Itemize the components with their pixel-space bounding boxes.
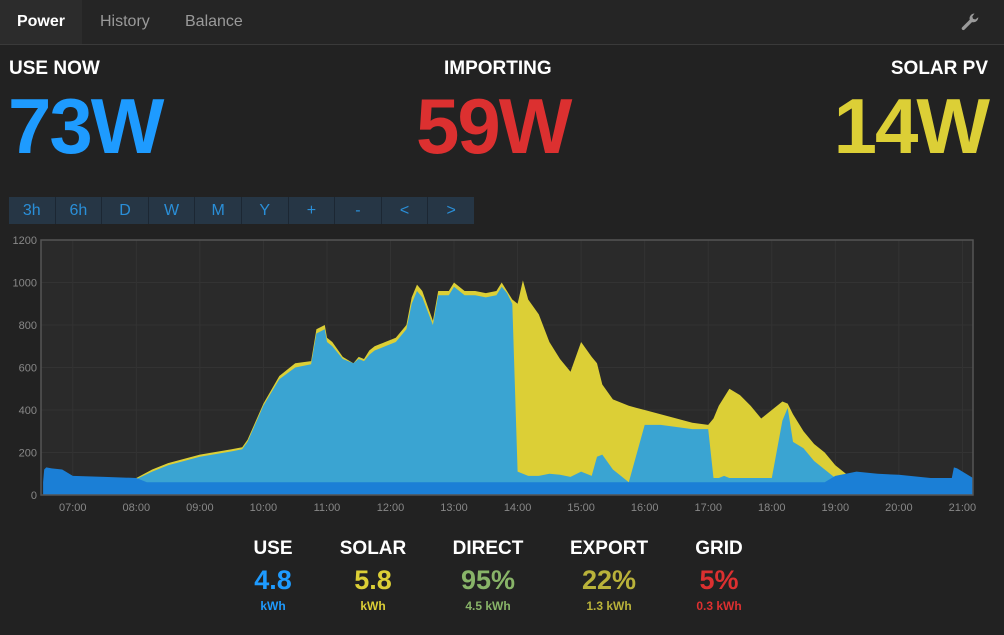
y-tick-label: 1000 bbox=[13, 278, 37, 290]
summary-direct-value: 95% bbox=[460, 565, 516, 595]
importing-value: 59W bbox=[416, 82, 572, 170]
range-week-button[interactable]: W bbox=[149, 197, 196, 224]
range-day-button[interactable]: D bbox=[102, 197, 149, 224]
y-tick-label: 600 bbox=[19, 363, 37, 375]
plot-frame bbox=[40, 239, 974, 496]
summary-grid-label: GRID bbox=[695, 538, 743, 559]
x-tick-label: 19:00 bbox=[822, 502, 850, 514]
x-tick-label: 12:00 bbox=[377, 502, 405, 514]
solar-pv-label: SOLAR PV bbox=[890, 58, 988, 79]
range-year-button[interactable]: Y bbox=[242, 197, 289, 224]
x-tick-label: 11:00 bbox=[314, 502, 341, 514]
zoom-out-button[interactable]: - bbox=[335, 197, 382, 224]
x-tick-label: 13:00 bbox=[440, 502, 468, 514]
summary-use-unit: kWh bbox=[260, 599, 286, 613]
summary-use-label: USE bbox=[253, 538, 293, 559]
time-range-selector: 3h 6h D W M Y + - < > bbox=[9, 197, 474, 224]
tab-power[interactable]: Power bbox=[0, 0, 82, 44]
solar-pv-value: 14W bbox=[833, 82, 990, 170]
wrench-icon[interactable] bbox=[960, 12, 980, 32]
zoom-in-button[interactable]: + bbox=[289, 197, 336, 224]
range-3h-button[interactable]: 3h bbox=[9, 197, 56, 224]
range-6h-button[interactable]: 6h bbox=[56, 197, 103, 224]
summary-grid: GRID 5% 0.3 kWh bbox=[664, 538, 774, 613]
summary-grid-unit: 0.3 kWh bbox=[696, 599, 742, 613]
use-now-value: 73W bbox=[8, 82, 164, 170]
x-tick-label: 17:00 bbox=[694, 502, 722, 514]
x-tick-label: 10:00 bbox=[250, 502, 278, 514]
y-tick-label: 800 bbox=[19, 320, 37, 332]
x-tick-label: 15:00 bbox=[567, 502, 595, 514]
pan-left-button[interactable]: < bbox=[382, 197, 429, 224]
range-month-button[interactable]: M bbox=[195, 197, 242, 224]
power-chart: 0 200 400 600 800 1000 1200 07:00 08:00 09:00 10:0… bbox=[13, 235, 977, 514]
summary-use-value: 4.8 bbox=[254, 565, 292, 595]
summary-use: USE 4.8 kWh bbox=[218, 538, 328, 613]
x-tick-label: 08:00 bbox=[123, 502, 151, 514]
summary-export-value: 22% bbox=[581, 565, 637, 595]
x-tick-label: 16:00 bbox=[631, 502, 659, 514]
summary-export-unit: 1.3 kWh bbox=[586, 599, 632, 613]
x-tick-label: 14:00 bbox=[504, 502, 532, 514]
summary-direct-label: DIRECT bbox=[452, 538, 524, 559]
summary-solar-value: 5.8 bbox=[354, 565, 392, 595]
use-now-label: USE NOW bbox=[9, 58, 100, 79]
x-tick-label: 21:00 bbox=[949, 502, 977, 514]
y-tick-label: 0 bbox=[31, 490, 37, 502]
x-tick-label: 07:00 bbox=[59, 502, 87, 514]
x-tick-label: 20:00 bbox=[885, 502, 913, 514]
top-navigation: Power History Balance bbox=[0, 0, 1004, 45]
tab-balance[interactable]: Balance bbox=[185, 13, 243, 30]
x-tick-label: 09:00 bbox=[186, 502, 214, 514]
tab-history[interactable]: History bbox=[100, 13, 150, 30]
summary-solar: SOLAR 5.8 kWh bbox=[318, 538, 428, 613]
summary-grid-value: 5% bbox=[699, 565, 739, 595]
pan-right-button[interactable]: > bbox=[446, 202, 456, 219]
summary-export: EXPORT 22% 1.3 kWh bbox=[554, 538, 664, 613]
y-tick-label: 400 bbox=[19, 405, 37, 417]
summary-solar-label: SOLAR bbox=[339, 538, 407, 559]
x-tick-label: 18:00 bbox=[758, 502, 786, 514]
summary-export-label: EXPORT bbox=[569, 538, 649, 559]
y-tick-label: 1200 bbox=[13, 235, 37, 247]
summary-solar-unit: kWh bbox=[360, 599, 386, 613]
series-area-1 bbox=[43, 286, 899, 495]
y-tick-label: 200 bbox=[19, 448, 37, 460]
series-area-2 bbox=[43, 467, 974, 495]
summary-direct-unit: 4.5 kWh bbox=[465, 599, 511, 613]
summary-direct: DIRECT 95% 4.5 kWh bbox=[433, 538, 543, 613]
importing-label: IMPORTING bbox=[444, 58, 552, 79]
